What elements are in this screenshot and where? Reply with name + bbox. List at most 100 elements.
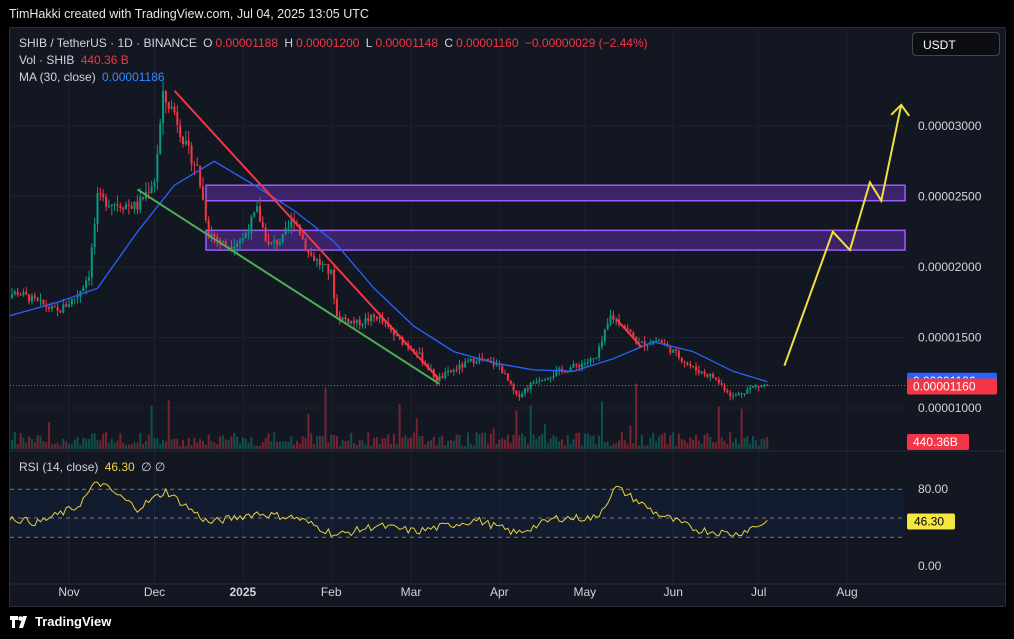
candle-body [347,318,350,324]
volume-bar [572,439,575,449]
volume-bar [526,444,529,449]
volume-bar [546,443,549,449]
volume-bar [484,432,487,449]
volume-bar [353,442,355,449]
candle-body [672,349,675,353]
volume-bar [318,435,321,449]
volume-bar [224,439,227,449]
volume-bar [196,442,199,449]
price-chart[interactable]: 0.00001000 0.00001500 0.00002000 0.00002500… [10,28,1005,606]
tradingview-brand[interactable]: TradingView [10,614,111,629]
candle-body [170,106,173,109]
volume-value: 440.36 B [80,53,129,67]
chart-frame[interactable]: 0.00001000 0.00001500 0.00002000 0.00002500… [9,27,1006,607]
candle-body [581,363,583,368]
candle-body [472,358,475,364]
candle-body [310,252,313,256]
volume-bar [444,445,447,449]
volume-bar [581,445,583,449]
candle-body [572,363,575,368]
volume-legend: Vol · SHIB 440.36 B [19,53,132,67]
candle-body [224,241,227,247]
candle-body [102,194,105,198]
volume-label[interactable]: Vol · SHIB [19,53,75,67]
volume-bar [541,434,544,449]
candle-body [162,91,165,124]
candle-body [686,362,689,365]
candle-body [298,225,301,235]
volume-bar [521,433,524,449]
volume-bar [660,434,663,449]
candle-body [219,239,222,243]
symbol-label[interactable]: SHIB / TetherUS · 1D · BINANCE [19,36,197,50]
trendline [136,188,441,385]
candle-body [130,205,133,209]
volume-bar [136,442,139,449]
candle-body [156,153,159,182]
volume-bar [193,437,196,449]
trendline [615,318,643,349]
candle-body [669,345,672,353]
volume-bar [387,434,390,449]
candle-body [278,241,281,245]
candle-body [153,181,156,187]
candle-body [760,385,763,387]
volume-bar [344,441,347,449]
candle-body [239,240,241,244]
candle-body [586,361,589,364]
candle-body [39,299,42,301]
rsi-settings-icons[interactable]: ∅ ∅ [141,460,166,474]
volume-bar [361,440,364,449]
volume-bar [330,434,333,449]
volume-bar [278,441,281,449]
volume-bar [107,443,110,449]
candle-body [85,280,88,288]
candle-body [709,374,712,377]
candle-body [173,106,176,113]
volume-bar [116,440,119,449]
volume-bar [452,441,455,449]
volume-bar [734,438,737,449]
candle-body [33,295,36,298]
candle-body [287,227,290,229]
candle-body [541,380,544,382]
candle-body [142,197,145,199]
candle-body [464,361,467,368]
volume-bar [706,433,709,449]
candle-body [700,371,703,374]
volume-bar [105,432,108,449]
volume-bar [441,435,444,449]
change-value: −0.00000029 (−2.44%) [524,36,648,50]
volume-bar [65,441,68,449]
volume-bar [76,437,79,449]
candle-body [370,314,373,322]
currency-button[interactable]: USDT [912,32,1000,56]
volume-bar [766,437,769,449]
volume-bar [532,434,535,449]
volume-bar [216,444,219,449]
rsi-label[interactable]: RSI (14, close) [19,460,99,474]
volume-bar [492,428,495,449]
volume-bar [504,439,507,449]
volume-bar [754,440,757,449]
candle-body [626,327,629,330]
ma-label[interactable]: MA (30, close) [19,70,96,84]
volume-bar [401,437,404,449]
volume-bar [25,442,28,449]
x-tick-label: Nov [58,585,79,599]
candle-body [276,240,279,245]
volume-bar [250,437,253,449]
candle-body [486,358,489,361]
volume-bar [495,443,498,449]
candle-body [82,287,85,292]
volume-bar [489,433,492,449]
candle-body [643,341,646,347]
candle-body [489,360,492,362]
candle-body [327,264,330,274]
volume-bar [695,434,697,449]
volume-bar [210,440,213,449]
volume-bar [375,437,378,449]
candle-body [737,393,740,396]
volume-bar [296,440,298,449]
candle-body [290,220,293,228]
